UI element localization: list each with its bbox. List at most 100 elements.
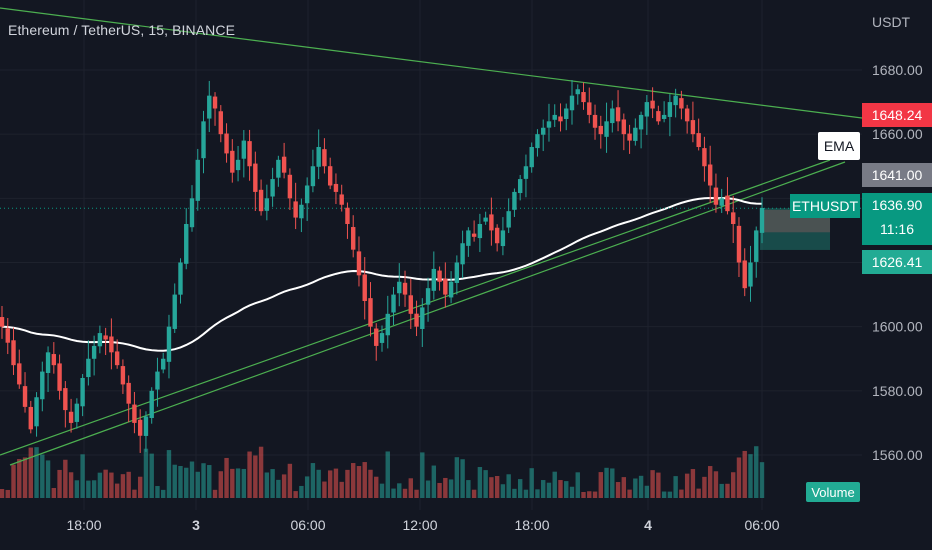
candle-body <box>68 411 74 423</box>
volume-bar <box>696 488 701 498</box>
candle-body <box>719 198 724 206</box>
candle-body <box>414 313 419 327</box>
candle-body <box>494 227 500 244</box>
candle-body <box>218 111 223 135</box>
candle-body <box>11 340 16 366</box>
volume-bar <box>212 489 218 498</box>
volume-bar <box>604 467 609 498</box>
volume-bar <box>161 489 166 498</box>
candle-body <box>489 214 494 231</box>
price-axis[interactable]: 1680.00 1660.00 1600.00 1580.00 1560.00 <box>872 62 923 463</box>
candle-body <box>483 217 488 222</box>
candle-body <box>615 107 621 122</box>
volume-bar <box>460 459 465 498</box>
candle-body <box>552 114 557 120</box>
candle-body <box>253 163 258 192</box>
candle-body <box>201 121 206 159</box>
candle-body <box>281 156 287 173</box>
candle-body <box>650 100 655 109</box>
volume-bar <box>0 488 5 498</box>
candle-body <box>137 419 143 436</box>
candle-body <box>575 89 580 95</box>
volume-bar <box>287 463 293 498</box>
volume-bar <box>247 451 252 498</box>
volume-bar <box>448 479 454 498</box>
chart-title: Ethereum / TetherUS, 15, BINANCE <box>8 22 236 38</box>
candle-body <box>592 114 598 128</box>
ema-legend-badge[interactable]: EMA <box>818 132 860 160</box>
volume-bar <box>719 483 724 498</box>
candle-body <box>368 298 373 327</box>
candle-body <box>178 262 183 295</box>
candle-body <box>161 358 166 370</box>
volume-bar <box>546 482 552 498</box>
volume-bar <box>91 480 97 498</box>
volume-bar <box>218 471 223 498</box>
volume-bar <box>483 470 488 498</box>
volume-bar <box>316 469 321 498</box>
ema-line <box>0 196 862 352</box>
volume-bar <box>517 479 523 498</box>
price-tick-label: 1560.00 <box>872 447 923 463</box>
candle-body <box>333 183 339 192</box>
volume-bar <box>673 476 678 498</box>
volume-bar <box>471 489 477 498</box>
candle-body <box>299 204 304 219</box>
volume-bar <box>627 489 632 498</box>
volume-bar <box>610 468 615 498</box>
volume-bar <box>408 478 413 498</box>
volume-bar <box>120 474 126 498</box>
last-price-badge: 1636.90 11:16 <box>862 193 932 245</box>
candle-body <box>17 363 22 385</box>
candle-body <box>276 159 281 178</box>
volume-bar <box>310 463 316 498</box>
candle-body <box>287 174 293 199</box>
candle-body <box>143 416 149 436</box>
volume-bar <box>322 481 327 498</box>
last-price-value: 1636.90 <box>871 197 923 213</box>
time-axis[interactable]: 18:00 3 06:00 12:00 18:00 4 06:00 <box>66 517 779 533</box>
candle-body <box>477 224 483 239</box>
volume-bar <box>63 459 68 498</box>
volume-bar <box>149 453 154 498</box>
grid-lines <box>0 0 862 510</box>
volume-bar <box>650 470 655 498</box>
volume-legend-badge[interactable]: Volume <box>806 482 860 502</box>
volume-bar <box>264 472 270 498</box>
candle-body <box>45 352 51 373</box>
volume-bar <box>68 472 74 498</box>
candle-body <box>97 333 103 347</box>
candle-body <box>207 95 212 119</box>
time-tick-label: 4 <box>644 517 652 533</box>
candle-body <box>149 390 154 419</box>
volume-bar <box>374 476 379 498</box>
volume-bar <box>581 491 586 498</box>
volume-bar <box>477 467 483 498</box>
volume-bar <box>207 465 212 498</box>
volume-bar <box>702 476 707 498</box>
volume-bar <box>281 474 287 498</box>
volume-bar <box>725 483 730 498</box>
candle-body <box>172 294 177 329</box>
sell-level-badge: 1648.24 <box>862 103 932 127</box>
candle-body <box>754 230 759 262</box>
candle-body <box>408 295 413 314</box>
volume-bar <box>51 488 57 498</box>
volume-bar <box>362 462 367 498</box>
volume-bar <box>494 475 500 498</box>
buy-level-badge: 1626.41 <box>862 250 932 274</box>
volume-bar <box>189 461 195 498</box>
time-tick-label: 06:00 <box>744 517 779 533</box>
volume-bar <box>552 471 557 498</box>
volume-bar <box>644 485 650 498</box>
candle-body <box>247 141 252 167</box>
candle-body <box>132 404 137 423</box>
candle-body <box>684 108 690 122</box>
candle-body <box>195 159 200 201</box>
volume-bar <box>178 466 183 498</box>
volume-bar <box>414 489 419 498</box>
volume-bar <box>253 455 258 498</box>
candle-body <box>460 243 465 265</box>
volume-bar <box>512 488 517 498</box>
